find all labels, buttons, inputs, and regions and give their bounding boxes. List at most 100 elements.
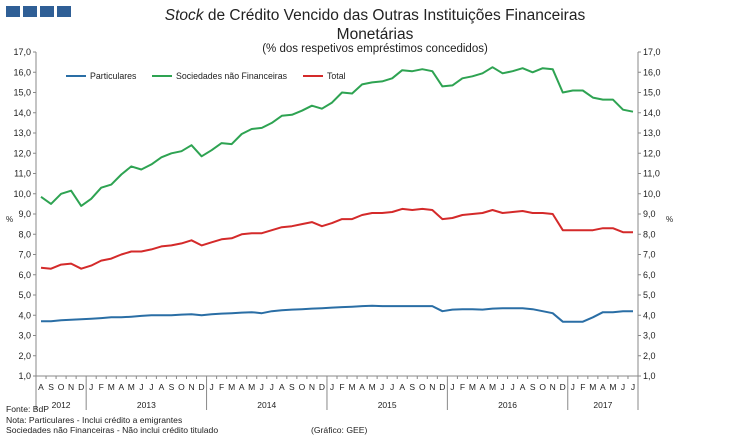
x-tick-label: N bbox=[309, 382, 315, 392]
y-tick-label-left: 11,0 bbox=[14, 169, 31, 179]
logo-square-3 bbox=[40, 6, 54, 17]
year-label: 2016 bbox=[498, 400, 517, 410]
x-tick-label: M bbox=[349, 382, 356, 392]
x-tick-label: F bbox=[580, 382, 585, 392]
footer-credit: (Gráfico: GEE) bbox=[311, 425, 368, 435]
x-tick-label: O bbox=[539, 382, 546, 392]
year-label: 2014 bbox=[257, 400, 276, 410]
x-tick-label: N bbox=[188, 382, 194, 392]
x-tick-label: O bbox=[58, 382, 65, 392]
x-tick-label: N bbox=[550, 382, 556, 392]
x-tick-label: J bbox=[270, 382, 274, 392]
y-tick-label-right: 10,0 bbox=[643, 189, 661, 199]
y-tick-label-right: 2,0 bbox=[643, 351, 656, 361]
y-tick-label-left: 5,0 bbox=[18, 290, 31, 300]
x-tick-label: S bbox=[169, 382, 175, 392]
y-tick-label-right: 5,0 bbox=[643, 290, 656, 300]
y-tick-label-right: 7,0 bbox=[643, 250, 656, 260]
chart-title-rest: de Crédito Vencido das Outras Instituiçõ… bbox=[203, 7, 586, 24]
x-tick-label: J bbox=[631, 382, 635, 392]
x-tick-label: J bbox=[139, 382, 143, 392]
y-axis-label-right: % bbox=[666, 215, 673, 224]
year-label: 2015 bbox=[378, 400, 397, 410]
x-tick-label: J bbox=[571, 382, 575, 392]
x-tick-label: M bbox=[108, 382, 115, 392]
year-label: 2013 bbox=[137, 400, 156, 410]
x-tick-label: M bbox=[489, 382, 496, 392]
x-tick-label: S bbox=[289, 382, 295, 392]
x-tick-label: A bbox=[38, 382, 44, 392]
y-tick-label-left: 7,0 bbox=[18, 250, 31, 260]
x-tick-label: J bbox=[450, 382, 454, 392]
legend-label: Particulares bbox=[90, 71, 137, 81]
x-tick-label: F bbox=[339, 382, 344, 392]
x-tick-label: A bbox=[118, 382, 124, 392]
y-tick-label-right: 4,0 bbox=[643, 310, 656, 320]
y-tick-label-left: 1,0 bbox=[18, 371, 31, 381]
y-tick-label-right: 11,0 bbox=[643, 169, 660, 179]
x-tick-label: D bbox=[439, 382, 445, 392]
y-tick-label-left: 3,0 bbox=[18, 331, 31, 341]
y-tick-label-left: 14,0 bbox=[13, 108, 31, 118]
series-line-particulares bbox=[41, 304, 633, 323]
x-tick-label: J bbox=[510, 382, 514, 392]
x-tick-label: J bbox=[500, 382, 504, 392]
x-tick-label: J bbox=[380, 382, 384, 392]
y-tick-label-left: 17,0 bbox=[13, 47, 31, 57]
x-tick-label: A bbox=[600, 382, 606, 392]
chart-footer: Fonte: BdP Nota: Particulares - Inclui c… bbox=[6, 404, 218, 436]
x-tick-label: O bbox=[178, 382, 185, 392]
chart-subtitle: (% dos respetivos empréstimos concedidos… bbox=[262, 43, 488, 55]
bdp-logo bbox=[6, 6, 71, 17]
x-tick-label: J bbox=[89, 382, 93, 392]
x-tick-label: D bbox=[319, 382, 325, 392]
x-tick-label: A bbox=[359, 382, 365, 392]
x-tick-label: M bbox=[589, 382, 596, 392]
y-tick-label-left: 2,0 bbox=[18, 351, 31, 361]
y-tick-label-right: 13,0 bbox=[643, 128, 661, 138]
x-tick-label: J bbox=[621, 382, 625, 392]
series-line-sociedades bbox=[40, 66, 634, 207]
y-tick-label-left: 6,0 bbox=[18, 270, 31, 280]
x-tick-label: D bbox=[198, 382, 204, 392]
logo-square-2 bbox=[23, 6, 37, 17]
y-tick-label-left: 4,0 bbox=[18, 310, 31, 320]
logo-square-4 bbox=[57, 6, 71, 17]
y-tick-label-left: 13,0 bbox=[13, 128, 31, 138]
legend-label: Sociedades não Financeiras bbox=[176, 71, 288, 81]
y-tick-label-right: 3,0 bbox=[643, 331, 656, 341]
x-tick-label: S bbox=[530, 382, 536, 392]
x-tick-label: N bbox=[429, 382, 435, 392]
x-tick-label: F bbox=[99, 382, 104, 392]
x-tick-label: S bbox=[409, 382, 415, 392]
y-tick-label-right: 8,0 bbox=[643, 229, 656, 239]
x-tick-label: J bbox=[260, 382, 264, 392]
x-tick-label: O bbox=[299, 382, 306, 392]
x-tick-label: F bbox=[219, 382, 224, 392]
x-tick-label: O bbox=[419, 382, 426, 392]
x-tick-label: N bbox=[68, 382, 74, 392]
x-tick-label: J bbox=[390, 382, 394, 392]
x-tick-label: A bbox=[159, 382, 165, 392]
chart-title-italic: Stock bbox=[164, 7, 204, 24]
footer-note-particulares: Nota: Particulares - Inclui crédito a em… bbox=[6, 414, 183, 425]
x-tick-label: M bbox=[228, 382, 235, 392]
footer-source: Fonte: BdP bbox=[6, 404, 49, 414]
year-label: 2012 bbox=[52, 400, 71, 410]
x-tick-label: J bbox=[149, 382, 153, 392]
x-tick-label: A bbox=[480, 382, 486, 392]
y-tick-label-left: 10,0 bbox=[13, 189, 31, 199]
x-tick-label: F bbox=[460, 382, 465, 392]
x-tick-label: D bbox=[560, 382, 566, 392]
y-tick-label-right: 15,0 bbox=[643, 88, 661, 98]
year-label: 2017 bbox=[593, 400, 612, 410]
series-line-total bbox=[40, 207, 633, 270]
x-tick-label: D bbox=[78, 382, 84, 392]
y-tick-label-right: 1,0 bbox=[643, 371, 656, 381]
y-tick-label-left: 15,0 bbox=[13, 88, 31, 98]
x-tick-label: A bbox=[279, 382, 285, 392]
x-tick-label: M bbox=[128, 382, 135, 392]
chart-title: Stock de Crédito Vencido das Outras Inst… bbox=[0, 6, 750, 44]
y-tick-label-left: 8,0 bbox=[18, 229, 31, 239]
